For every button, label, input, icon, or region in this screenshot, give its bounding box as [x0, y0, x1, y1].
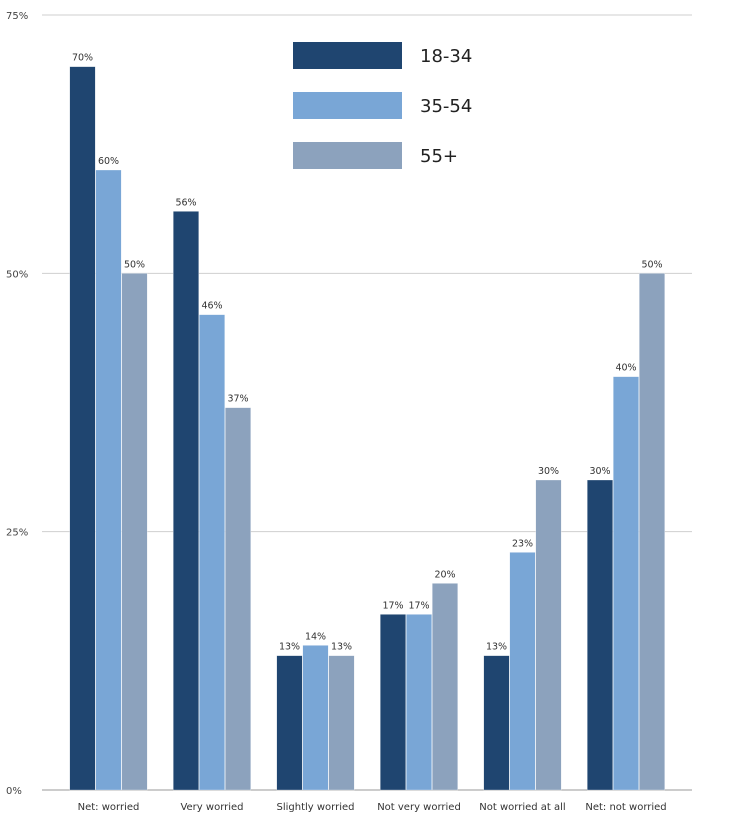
bar-55-5	[535, 479, 562, 791]
legend-label: 18-34	[420, 46, 472, 67]
bar-3554-2	[199, 314, 225, 791]
gridlines	[42, 14, 692, 791]
y-tick-label: 75%	[6, 11, 28, 22]
y-tick-label: 50%	[6, 269, 28, 280]
bar-55-1	[121, 273, 148, 791]
bar-3554-5	[509, 552, 536, 791]
category-label: Net: worried	[78, 802, 140, 813]
data-label: 50%	[124, 259, 145, 270]
bar-3554-1	[95, 169, 122, 791]
data-label: 30%	[538, 466, 559, 477]
legend-swatch	[293, 142, 402, 169]
legend-label: 55+	[420, 146, 458, 167]
data-label: 17%	[382, 600, 403, 611]
category-label: Not very worried	[377, 802, 461, 813]
data-label: 37%	[227, 394, 248, 405]
bar-55-3	[328, 655, 355, 791]
category-label: Very worried	[180, 802, 243, 813]
legend-label: 35-54	[420, 96, 472, 117]
bar-3554-4	[406, 614, 432, 791]
bar-1834-5	[483, 655, 510, 791]
bar-55-4	[432, 583, 458, 791]
data-label: 14%	[305, 631, 326, 642]
bar-1834-6	[587, 479, 613, 791]
data-label: 13%	[279, 642, 300, 653]
data-label: 23%	[512, 538, 533, 549]
legend-swatch	[293, 92, 402, 119]
bar-55-6	[639, 273, 665, 791]
bar-1834-3	[276, 655, 303, 791]
data-label: 13%	[486, 642, 507, 653]
bar-1834-2	[173, 211, 199, 791]
data-label: 60%	[98, 156, 119, 167]
data-label: 40%	[615, 363, 636, 374]
category-label: Not worried at all	[479, 802, 565, 813]
data-label: 56%	[175, 197, 196, 208]
legend: 18-34 35-54 55+	[293, 42, 472, 169]
data-label: 30%	[589, 466, 610, 477]
data-label: 13%	[331, 642, 352, 653]
y-axis-ticks: 0% 25% 50% 75%	[6, 11, 28, 797]
bars	[69, 66, 665, 791]
bar-55-2	[225, 407, 251, 791]
data-label: 70%	[72, 53, 93, 64]
data-label: 20%	[434, 569, 455, 580]
bar-3554-6	[613, 376, 639, 791]
bar-1834-4	[380, 614, 406, 791]
legend-swatch	[293, 42, 402, 69]
category-label: Slightly worried	[276, 802, 354, 813]
data-label: 50%	[641, 259, 662, 270]
data-label: 17%	[408, 600, 429, 611]
data-label: 46%	[201, 301, 222, 312]
data-labels: 70% 60% 50% 56% 46% 37% 13% 14% 13% 17% 17% 20% 13% 2…	[72, 53, 663, 653]
category-label: Net: not worried	[585, 802, 666, 813]
category-labels: Net: worried Very worried Slightly worried…	[78, 802, 667, 813]
y-tick-label: 0%	[6, 786, 22, 797]
bar-3554-3	[302, 645, 329, 791]
bar-1834-1	[69, 66, 96, 791]
y-tick-label: 25%	[6, 528, 28, 539]
